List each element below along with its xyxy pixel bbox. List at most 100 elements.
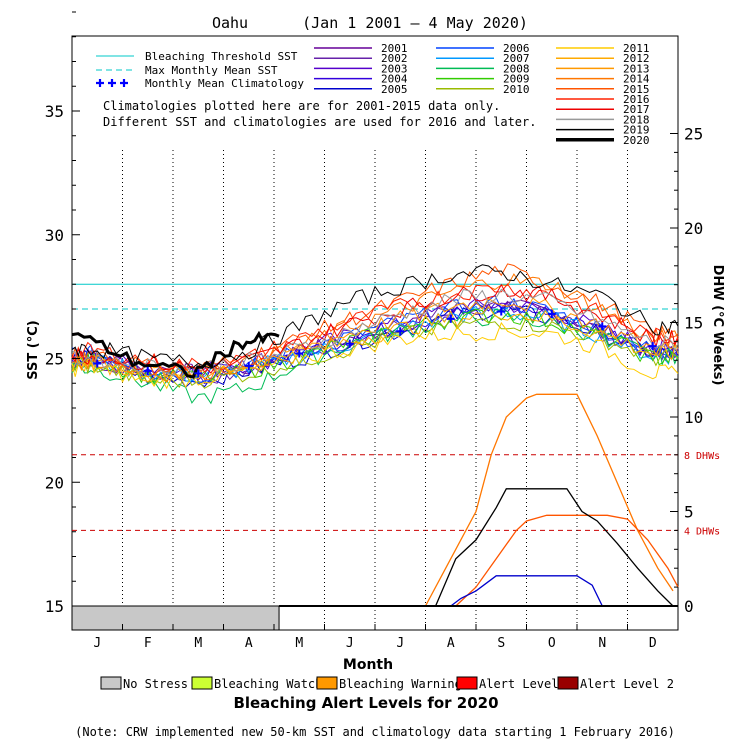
sst-line-2012 xyxy=(71,305,679,384)
dhw-line-2013 xyxy=(450,575,603,607)
climatology-marker xyxy=(446,314,455,323)
sst-line-2009 xyxy=(71,308,679,386)
climatology-marker xyxy=(547,309,556,318)
left-tick-label: 20 xyxy=(45,473,64,492)
dhw-threshold-label: 8 DHWs xyxy=(684,451,720,462)
month-tick-label: J xyxy=(346,636,354,651)
legend-year-label: 2012 xyxy=(623,52,650,65)
alert-legend-swatch xyxy=(316,676,338,690)
climatology-markers xyxy=(93,307,657,378)
climatology-marker xyxy=(648,342,657,351)
climatology-marker xyxy=(598,322,607,331)
dhw-line-2015 xyxy=(455,514,679,607)
sst-line-2019 xyxy=(71,264,679,370)
alert-legend-label: Bleaching Watch xyxy=(214,677,322,691)
sst-line-2017 xyxy=(71,283,679,374)
legend-climatology-marker xyxy=(108,79,116,87)
legend-label: Max Monthly Mean SST xyxy=(145,64,278,77)
right-tick-label: 0 xyxy=(684,597,694,616)
legend-year-label: 2020 xyxy=(623,134,650,147)
sst-line-2014 xyxy=(71,273,679,383)
legend-year-label: 2002 xyxy=(381,52,408,65)
sst-line-2020 xyxy=(71,330,280,379)
month-tick-label: A xyxy=(447,636,455,651)
alert-legend-swatch xyxy=(456,676,478,690)
climatology-marker xyxy=(143,366,152,375)
legend-label: Bleaching Threshold SST xyxy=(145,50,298,63)
legend-year-label: 2016 xyxy=(623,93,650,106)
alert-legend-label: No Stress xyxy=(123,677,188,691)
sst-line-2016 xyxy=(71,283,679,373)
legend-year-label: 2006 xyxy=(503,42,530,55)
legend-label: Monthly Mean Climatology xyxy=(145,77,304,90)
month-tick-label: J xyxy=(396,636,404,651)
reference-lines xyxy=(72,283,678,310)
note-line-2: Different SST and climatologies are used… xyxy=(103,115,536,129)
legend-year-label: 2015 xyxy=(623,83,650,96)
legend-year-label: 2007 xyxy=(503,52,530,65)
alert-bar-no-stress xyxy=(71,605,280,631)
chart-title: Oahu xyxy=(212,14,248,32)
climatology-marker xyxy=(396,327,405,336)
right-tick-label: 25 xyxy=(684,125,703,144)
chart-date-range: (Jan 1 2001 – 4 May 2020) xyxy=(302,14,528,32)
right-tick-label: 20 xyxy=(684,219,703,238)
dhw-series xyxy=(279,393,679,607)
legend-year-label: 2013 xyxy=(623,62,650,75)
climatology-marker xyxy=(194,369,203,378)
legend-year-label: 2018 xyxy=(623,113,650,126)
month-tick-label: M xyxy=(295,636,303,651)
climatology-marker xyxy=(497,307,506,316)
month-tick-label: A xyxy=(245,636,253,651)
left-tick-label: 30 xyxy=(45,226,64,245)
sst-series xyxy=(71,263,679,405)
legend-year-label: 2010 xyxy=(503,83,530,96)
legend-year-label: 2011 xyxy=(623,42,650,55)
legend-year-label: 2005 xyxy=(381,83,408,96)
climatology-marker xyxy=(93,359,102,368)
dhw-line-2014 xyxy=(424,393,674,607)
legend-year-label: 2017 xyxy=(623,103,650,116)
legend-year-label: 2009 xyxy=(503,73,530,86)
climatology-marker xyxy=(345,339,354,348)
dhw-threshold-label: 4 DHWs xyxy=(684,526,720,537)
alert-legend-label: Alert Level 2 xyxy=(580,677,674,691)
right-tick-label: 15 xyxy=(684,314,703,333)
month-tick-label: N xyxy=(598,636,606,651)
alert-legend-swatch xyxy=(191,676,213,690)
right-tick-label: 5 xyxy=(684,503,694,522)
alert-legend-swatch xyxy=(557,676,579,690)
y-axis-label-right: DHW (°C Weeks) xyxy=(710,265,725,386)
legend-year-label: 2001 xyxy=(381,42,408,55)
dhw-line-2019 xyxy=(435,488,674,607)
alert-legend-label: Bleaching Warning xyxy=(339,677,462,691)
legend-year-label: 2003 xyxy=(381,62,408,75)
legend-year-label: 2014 xyxy=(623,73,650,86)
month-tick-label: S xyxy=(497,636,505,651)
legend-climatology-marker xyxy=(96,79,104,87)
month-tick-label: F xyxy=(144,636,152,651)
footer-note: (Note: CRW implemented new 50-km SST and… xyxy=(75,725,675,739)
alert-legend-swatch xyxy=(100,676,122,690)
month-tick-label: J xyxy=(93,636,101,651)
legend-climatology-marker xyxy=(120,79,128,87)
month-gridlines xyxy=(122,150,628,630)
axes: 15 20 25 30 35 0 5 10 15 20 25 J F M A M J J A S O N D xyxy=(45,11,703,651)
month-tick-label: D xyxy=(649,636,657,651)
sst-line-2011 xyxy=(71,321,679,390)
alert-legend-label: Alert Level 1 xyxy=(479,677,573,691)
x-axis-label: Month xyxy=(343,657,393,673)
legend-year-label: 2008 xyxy=(503,62,530,75)
y-axis-label-left: SST (°C) xyxy=(26,320,41,379)
left-tick-label: 25 xyxy=(45,350,64,369)
legend-year-label: 2004 xyxy=(381,73,408,86)
sst-line-2010 xyxy=(71,316,679,389)
right-tick-label: 10 xyxy=(684,408,703,427)
alert-legend-title: Bleaching Alert Levels for 2020 xyxy=(233,694,498,712)
month-tick-label: O xyxy=(548,636,556,651)
climatology-marker xyxy=(295,349,304,358)
left-tick-label: 15 xyxy=(45,597,64,616)
alert-level-bar xyxy=(71,605,280,631)
